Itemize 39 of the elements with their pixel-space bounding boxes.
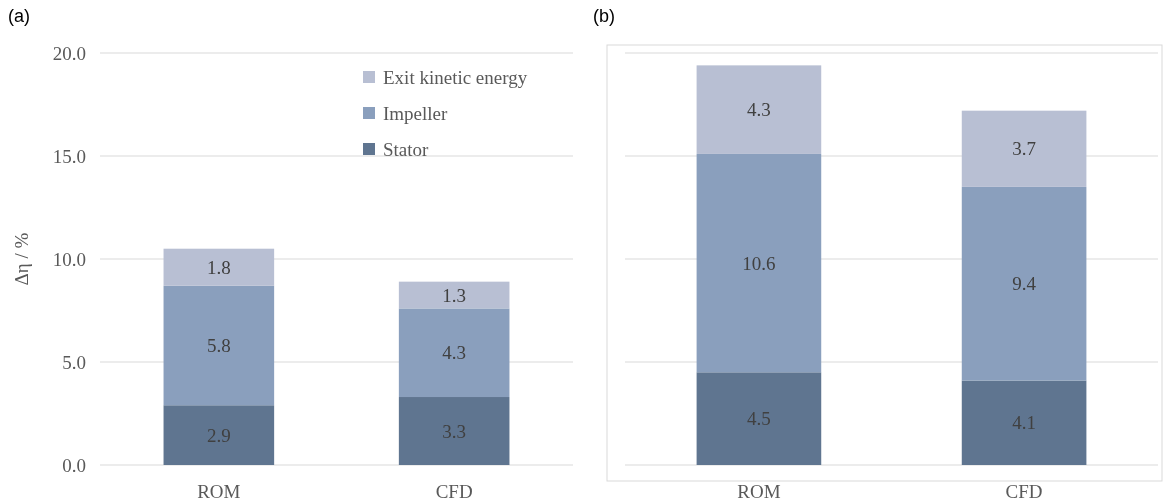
chart-title: (a) (8, 6, 30, 26)
bar (398, 397, 510, 465)
bar (961, 380, 1087, 465)
data-label: 3.3 (442, 420, 467, 442)
bar (696, 153, 822, 373)
bar (163, 405, 275, 465)
x-tick-label: ROM (737, 480, 781, 501)
x-tick-label: CFD (435, 480, 473, 501)
y-axis-title: Δη / % (11, 232, 32, 286)
bar (398, 308, 510, 398)
y-tick-label: 20.0 (52, 42, 86, 64)
bar (961, 110, 1087, 187)
x-tick-label: CFD (1005, 480, 1043, 501)
y-tick-label: 5.0 (62, 351, 86, 373)
data-label: 1.3 (442, 284, 467, 306)
y-tick-label: 10.0 (52, 248, 86, 270)
data-label: 4.3 (442, 342, 467, 364)
chart-title: (b) (593, 6, 615, 26)
bar (398, 281, 510, 309)
data-label: 1.8 (206, 256, 231, 278)
data-label: 5.8 (206, 335, 231, 357)
data-label: 9.4 (1012, 273, 1037, 295)
y-tick-label: 15.0 (52, 145, 86, 167)
x-tick-label: ROM (197, 480, 241, 501)
bar (961, 186, 1087, 381)
bar (696, 65, 822, 154)
y-tick-label: 0.0 (62, 454, 86, 476)
data-label: 4.5 (747, 408, 771, 430)
legend-label: Impeller (383, 102, 449, 124)
bar (696, 372, 822, 465)
data-label: 2.9 (206, 424, 231, 446)
data-label: 4.3 (747, 99, 771, 121)
bar (163, 248, 275, 286)
data-label: 3.7 (1012, 138, 1036, 160)
bar (163, 285, 275, 406)
data-label: 10.6 (742, 252, 776, 274)
legend-label: Stator (383, 138, 430, 160)
legend-label: Exit kinetic energy (383, 66, 528, 88)
data-label: 4.1 (1012, 412, 1036, 434)
